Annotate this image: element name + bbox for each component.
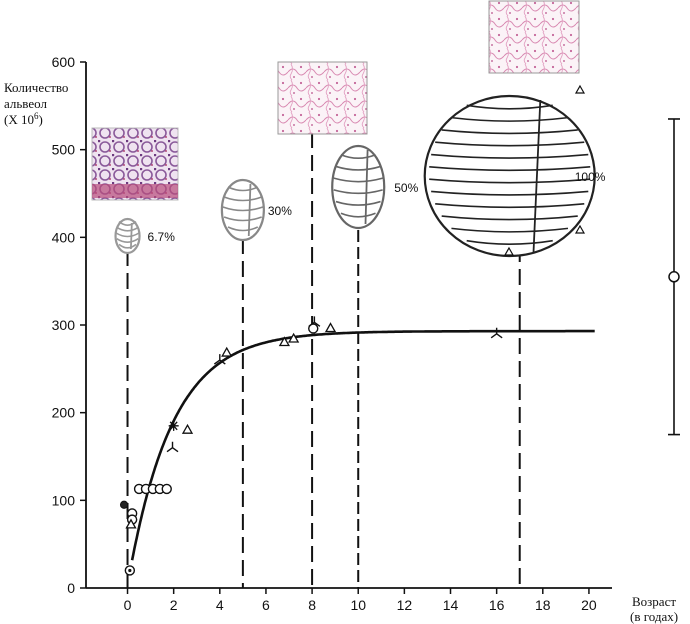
y-tick-label: 300 [52,317,76,333]
x-tick-label: 2 [170,597,178,613]
data-point-triangle [278,336,291,347]
chest-5-rib [227,226,259,232]
chest-0-rib [116,237,139,243]
y-tick-label: 200 [52,405,76,421]
fit-curve [130,329,595,561]
chest-10: 50% [331,144,419,230]
chest-0: 6.7% [114,217,176,255]
data-point-triangle [324,322,337,333]
chest-17-rib [441,215,578,221]
data-point-circle [161,483,172,495]
marker-triangle [574,84,586,94]
chest-5-label: 30% [268,204,292,218]
y-axis-unit-exponent: 6 [34,111,39,121]
y-tick-label: 600 [52,54,76,70]
chest-17-rib [429,178,591,184]
x-tick-label: 20 [581,597,597,613]
x-tick-label: 6 [262,597,270,613]
chest-17-rib [429,166,591,172]
x-tick-label: 8 [308,597,316,613]
chest-17-outline [423,94,596,258]
y-tick-label: 400 [52,229,76,245]
x-tick-label: 18 [535,597,551,613]
y-axis-title-line1: Количество [4,80,68,95]
chest-10-spine [364,149,369,225]
x-tick-label: 10 [350,597,366,613]
x-tick-label: 12 [397,597,413,613]
chest-17-rib [431,190,589,196]
chest-17-rib [451,116,569,122]
chest-10-rib [335,200,381,206]
chest-0-rib [116,226,139,232]
chest-10-label: 50% [394,181,418,195]
data-point-tristar [308,316,321,327]
y-tick-label: 500 [52,142,76,158]
data-point-tristar [490,327,503,339]
x-tick-label: 14 [443,597,459,613]
chest-10-rib [340,153,376,160]
chest-10-rib [333,189,383,195]
y-axis-unit-base: (X 10 [4,112,34,127]
chest-17-rib [451,227,569,233]
chest-0-rib [118,221,137,226]
data-point-triangle [221,346,233,357]
marker-triangle [574,224,586,234]
data-point-asterisk [168,420,179,431]
y-axis-unit-close: ) [38,112,42,127]
micrograph-early-band [92,184,178,198]
chest-5-rib [222,206,264,212]
illustrations: 6.7% 30% 50% 100% [91,0,606,258]
data-point-triangle [181,423,194,434]
axes: 0 100 200 300 400 500 600 0 2 4 6 8 10 12 14 16 18 20 [52,54,612,613]
x-axis-title-line2: (в годах) [630,609,678,624]
x-tick-label: 4 [216,597,224,613]
data-points [119,316,503,576]
data-point-circle-center [128,568,132,573]
chest-5-spine [247,183,252,237]
x-tick-label: 16 [489,597,505,613]
adult-range-mean [668,271,680,283]
chest-0-rib [118,243,137,249]
x-tick-label: 0 [124,597,132,613]
data-point-triangle [288,332,300,343]
chest-10-rib [340,212,376,218]
chest-0-spine [129,222,133,250]
data-point-tristar [166,441,179,453]
y-tick-label: 100 [52,492,76,508]
chest-17-rib [466,239,553,245]
chest-5-rib [223,196,262,202]
chest-5: 30% [220,178,292,242]
chest-10-rib [333,177,383,183]
chest-17: 100% [423,94,606,258]
y-axis-title-unit: (X 106) [4,111,43,127]
chest-0-rib [115,232,140,238]
chest-17-rib [435,141,585,147]
data-point-tristar [213,354,226,365]
chest-5-rib [223,216,262,222]
chest-17-rib [441,129,578,135]
y-tick-label: 0 [67,580,75,596]
chest-17-rib [466,104,553,110]
x-axis-title-line1: Возраст [632,594,676,609]
chest-5-rib [227,186,259,192]
chest-10-rib [335,165,381,171]
adult-range-layer [668,118,680,436]
marker-triangle [503,246,515,256]
data-point-filled [119,500,129,509]
fit-curve-layer [130,329,595,561]
chest-17-rib [431,153,589,159]
micrograph-adult-image [488,0,580,74]
chest-17-label: 100% [575,170,606,184]
chest-17-spine [532,99,542,253]
chest-0-label: 6.7% [148,230,176,244]
data-point-triangle [125,518,137,529]
y-axis-title-line2: альвеол [4,96,47,111]
chest-17-rib [435,202,585,209]
chest-10-outline [331,144,386,230]
vertical-marker-lines [126,132,521,588]
micrograph-mid-image [277,61,368,135]
